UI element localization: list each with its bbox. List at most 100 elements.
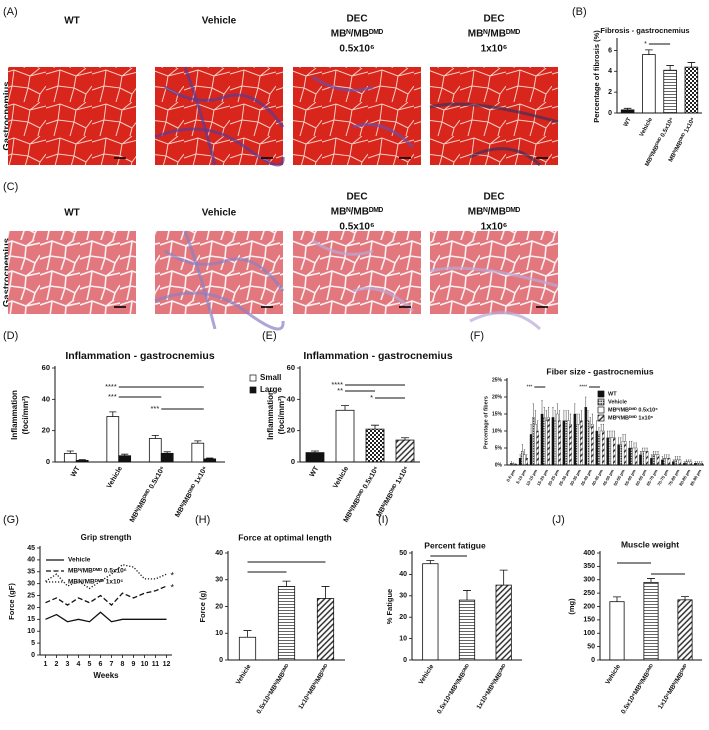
error-bar bbox=[565, 410, 567, 421]
error-bar bbox=[613, 430, 615, 438]
legend-label: WT bbox=[608, 391, 617, 397]
error-bar bbox=[598, 427, 600, 435]
error-bar bbox=[371, 424, 379, 430]
error-bar bbox=[541, 400, 543, 414]
y-tick-label: 5 bbox=[31, 640, 35, 647]
error-bar bbox=[536, 420, 539, 431]
x-tick-label: Vehicle bbox=[106, 465, 124, 489]
bar bbox=[652, 454, 655, 466]
error-bar bbox=[642, 447, 644, 452]
y-tick-label: 2 bbox=[608, 89, 612, 96]
chart-title: Percent fatigue bbox=[424, 540, 486, 550]
fibrosis-stain bbox=[164, 85, 285, 128]
x-tick-label: 1 bbox=[44, 661, 48, 668]
bar bbox=[564, 420, 568, 466]
x-tick-label: 2 bbox=[55, 661, 59, 668]
bar bbox=[518, 458, 522, 466]
y-tick-label: 0 bbox=[403, 657, 407, 664]
bar bbox=[672, 461, 675, 466]
bar bbox=[562, 420, 566, 466]
x-tick-label: MBᴺ/MBᴰᴹᴰ 1x10⁶ bbox=[174, 465, 209, 518]
y-axis-label: Force (gF) bbox=[7, 583, 16, 620]
error-bar bbox=[679, 456, 681, 460]
x-tick-label: 1x10⁶MBᴺ/MBᴰᴹᴰ bbox=[297, 663, 330, 710]
y-tick-label: 60 bbox=[287, 363, 295, 372]
legend-label: MBᴺ/MBᴰᴹᴰ 0.5x10⁶ bbox=[68, 568, 127, 575]
error-bar bbox=[311, 450, 319, 453]
legend-swatch bbox=[597, 390, 605, 398]
y-tick-label: 350 bbox=[583, 563, 595, 570]
error-bar bbox=[683, 461, 685, 464]
row-label: Gastrocnemius bbox=[2, 238, 13, 307]
x-tick-label: Vehicle bbox=[332, 465, 350, 489]
x-tick-label: 0-5 µm bbox=[505, 468, 516, 482]
chart-title: Grip strength bbox=[81, 533, 132, 542]
error-bar bbox=[622, 434, 624, 442]
error-bar bbox=[552, 407, 554, 418]
error-bar bbox=[666, 454, 668, 459]
histology-image bbox=[293, 67, 421, 165]
chart-title: Inflammation - gastrocnemius bbox=[303, 350, 453, 362]
error-bar bbox=[576, 413, 578, 425]
error-bar bbox=[661, 456, 664, 460]
column-title: MBᴺ/MBᴰᴹᴰ bbox=[468, 207, 521, 218]
y-axis-label: (foci/mm²) bbox=[21, 395, 30, 434]
y-tick-label: 30 bbox=[215, 577, 223, 584]
bar bbox=[277, 586, 296, 661]
error-bar bbox=[688, 459, 690, 462]
bar bbox=[613, 437, 616, 466]
fibrosis-stain bbox=[164, 249, 285, 292]
x-tick-label: 0.5x10⁶MBᴺ/MBᴰᴹᴰ bbox=[256, 663, 292, 715]
y-tick-label: 20 bbox=[42, 426, 50, 435]
histology-image bbox=[8, 67, 136, 165]
fibrosis-stain bbox=[352, 123, 415, 149]
bar bbox=[645, 451, 649, 466]
error-bar bbox=[523, 449, 526, 455]
panel-label: (C) bbox=[3, 181, 18, 193]
y-tick-label: 40 bbox=[399, 571, 407, 578]
column-title: 0.5x10⁶ bbox=[339, 222, 374, 233]
bar bbox=[595, 430, 598, 466]
error-bar bbox=[589, 417, 591, 428]
x-tick-label: WT bbox=[70, 465, 82, 479]
x-tick-label: 1x10⁶MBᴺ/MBᴰᴹᴾ bbox=[657, 663, 690, 710]
error-bar bbox=[109, 411, 117, 417]
significance-label: * bbox=[370, 393, 373, 402]
chart-title: Fibrosis - gastrocnemius bbox=[600, 26, 689, 35]
bar bbox=[599, 430, 603, 466]
bar bbox=[606, 437, 609, 466]
error-bar bbox=[672, 459, 675, 462]
error-bar bbox=[78, 459, 86, 461]
row-label: Gastrocnemius bbox=[2, 81, 13, 150]
y-tick-label: 10 bbox=[27, 628, 35, 635]
error-bar bbox=[666, 65, 674, 71]
y-tick-label: 150 bbox=[583, 617, 595, 624]
x-tick-label: 8 bbox=[121, 661, 125, 668]
error-bar bbox=[635, 442, 637, 448]
bar bbox=[656, 454, 660, 466]
y-axis-label: (foci/mm²) bbox=[277, 395, 286, 434]
error-bar bbox=[512, 462, 515, 464]
y-tick-label: 300 bbox=[583, 577, 595, 584]
legend-label: Large bbox=[260, 385, 282, 394]
error-bar bbox=[567, 410, 569, 421]
x-tick-label: 0.5x10⁶MBᴺ/MBᴰᴹᴰ bbox=[436, 663, 472, 715]
significance-label: ** bbox=[337, 386, 343, 395]
column-title: MBᴺ/MBᴰᴹᴰ bbox=[331, 207, 384, 218]
bar bbox=[160, 452, 174, 463]
bar bbox=[641, 451, 644, 466]
bar bbox=[689, 461, 693, 466]
error-bar bbox=[602, 424, 604, 431]
error-bar bbox=[426, 560, 435, 564]
error-bar bbox=[66, 450, 74, 454]
bar bbox=[573, 413, 577, 466]
error-bar bbox=[685, 459, 688, 462]
bar bbox=[643, 582, 659, 661]
error-bar bbox=[646, 447, 648, 452]
y-tick-label: 15% bbox=[492, 411, 503, 417]
column-title: MBᴺ/MBᴰᴹᴰ bbox=[331, 29, 384, 40]
bar bbox=[534, 424, 537, 466]
error-bar bbox=[609, 430, 611, 438]
bar bbox=[663, 69, 677, 114]
legend-swatch bbox=[597, 406, 605, 414]
